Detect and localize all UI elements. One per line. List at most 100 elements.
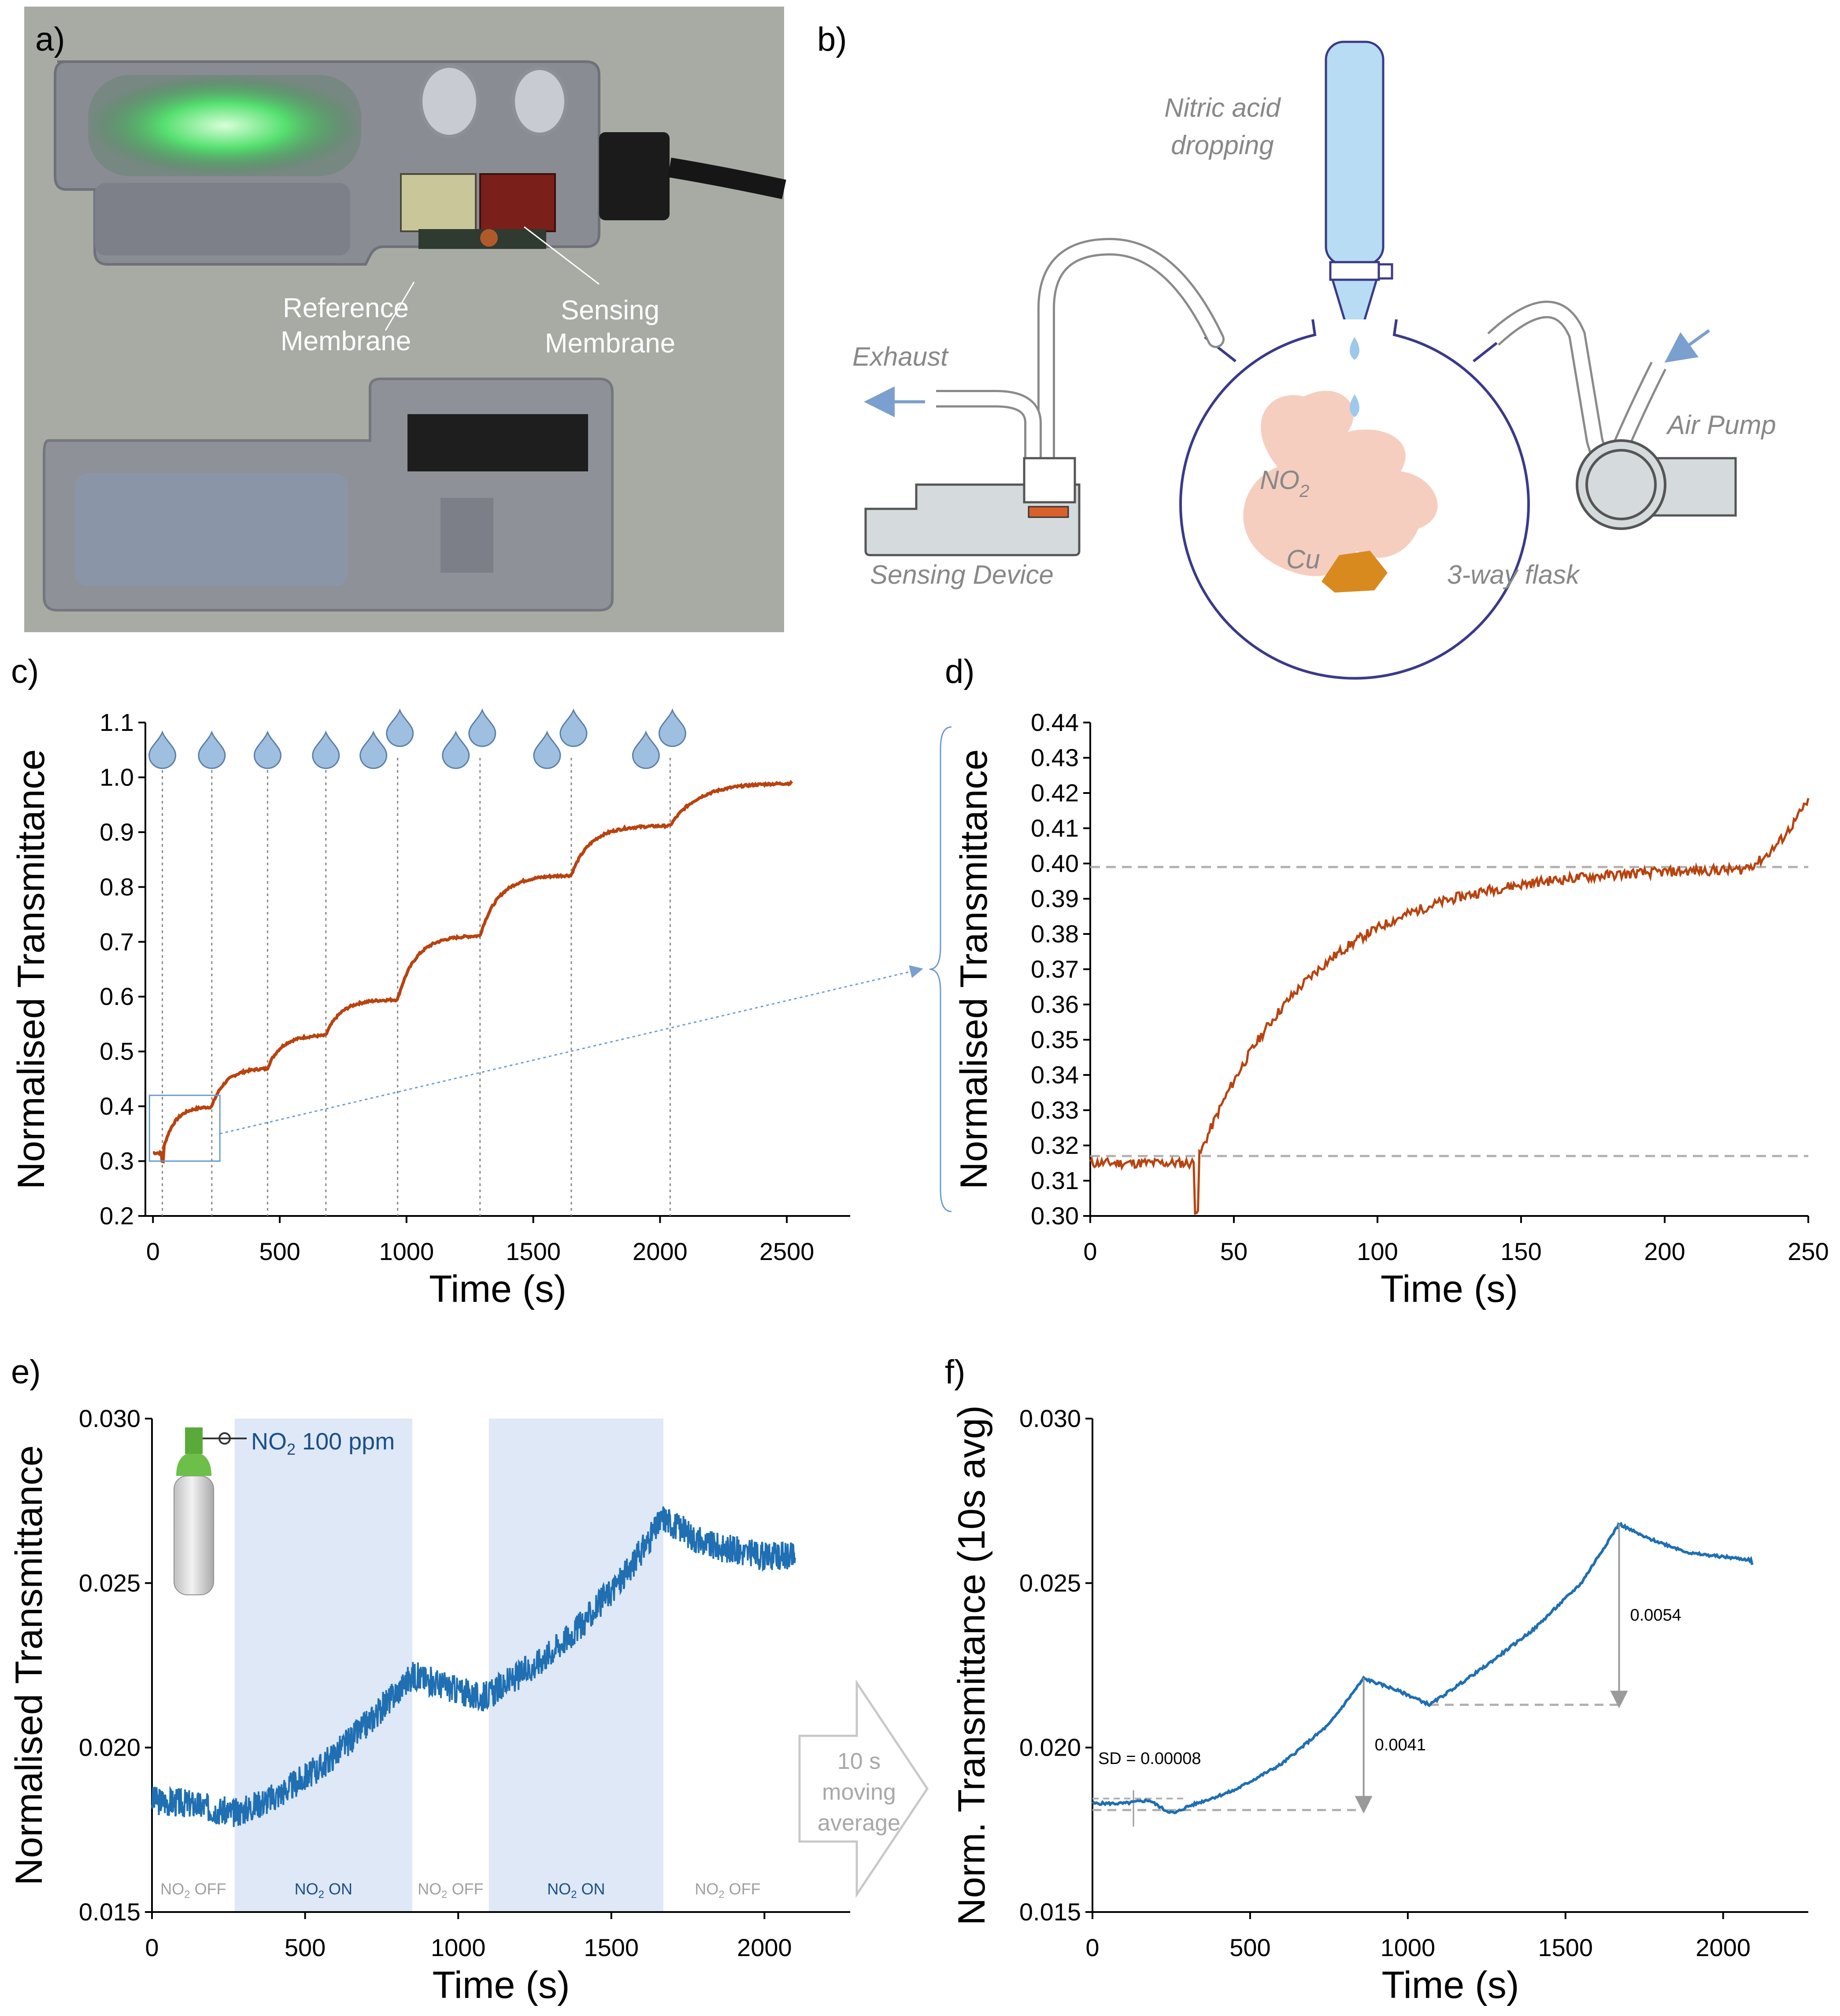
panel-a-photo: a) Reference Membrane Sensing Membrane [24,7,786,632]
y-tick-label: 0.5 [100,1038,134,1065]
pump-rotor [1585,449,1657,520]
acid-drop-2 [1350,394,1359,417]
y-tick-label: 0.8 [100,873,134,901]
chart-panel-e: e) 0.015 0.020 0.025 0.030 0 500 1000 1500 2000 Ti… [8,1353,850,2006]
chart-panel-d: d) 0.30 0.31 0.32 0.33 0.34 0.35 0.36 0.37 0.38 0.… [945,653,1829,1310]
led-light-guide [88,75,361,176]
no2-on-shade [489,1419,663,1912]
y-tick-label: 0.015 [79,1898,141,1926]
water-drop-icon [148,730,177,769]
x-tick-label: 1000 [431,1934,486,1961]
inlet-arrow [1664,329,1710,363]
x-tick-label: 0 [1083,1238,1097,1265]
x-tick-label: 500 [285,1934,326,1961]
air-pump-label: Air Pump [1666,410,1776,440]
big-arrow-shape [798,1679,929,1898]
y-tick-label: 0.40 [1031,849,1079,877]
y-tick-label: 0.44 [1031,708,1079,736]
arrow-text-2: moving [822,1779,896,1805]
no2-fumes [1243,391,1438,576]
tube-left-outer [1037,237,1225,476]
flask-label: 3-way flask [1447,560,1581,589]
x-tick-label: 1000 [379,1238,434,1265]
usb-cable-plug [599,132,670,220]
panel-b-schematic: b) Nitric acid dropping NO2 Cu 3-way fla… [817,21,1776,680]
x-axis-title: Time (s) [432,1964,570,2006]
x-tick-label: 0 [1085,1934,1099,1961]
battery-cavity [75,474,348,586]
lens-right [511,67,568,136]
y-tick-label: 0.020 [1019,1734,1081,1761]
y-tick-label: 0.38 [1031,920,1079,948]
y-tick-label: 0.42 [1031,779,1079,807]
arrow-text-1: 10 s [837,1749,881,1774]
sensing-pointer [524,226,600,285]
x-tick-label: 500 [1229,1934,1270,1961]
delta-annotation: 0.0041 [1375,1736,1426,1754]
water-drop-icon [658,708,686,747]
water-drop-icon [198,730,226,769]
tube-left-inner [1040,240,1222,474]
x-tick-label: 0 [146,1238,160,1265]
x-tick-label: 0 [145,1934,159,1961]
sensor-strip [1028,506,1069,518]
reference-membrane [400,173,477,232]
bottle-cap [1329,261,1380,281]
moving-average-arrow: 10 s moving average [798,1679,929,1898]
chart-panel-f: f) 0.015 0.020 0.025 0.030 0 500 1000 1500 2000 Ti… [945,1353,1808,2006]
y-tick-label: 0.39 [1031,885,1079,912]
cylinder-valve [185,1427,203,1454]
photodiode [480,229,498,247]
panel-d-label: d) [945,653,975,690]
y-tick-label: 0.31 [1031,1167,1079,1194]
x-tick-label: 100 [1357,1238,1398,1265]
y-tick-label: 0.025 [1019,1569,1081,1597]
water-drop-icon [632,730,660,769]
y-axis-title: Normalised Transmittance [953,749,995,1190]
sensing-membrane [479,173,556,232]
zoom-brace [929,726,952,1212]
x-tick-label: 2000 [633,1238,688,1265]
acid-drop-1 [1350,337,1359,360]
y-axis-title: Normalised Transmittance [8,1445,50,1886]
arrow-text-3: average [818,1810,900,1836]
no2-state-label: NO2 OFF [695,1880,760,1901]
x-tick-label: 2500 [759,1238,814,1265]
nitric-label-1: Nitric acid [1164,93,1281,122]
foam-insert [407,414,588,471]
y-tick-label: 0.43 [1031,744,1079,771]
series-line-d [1089,798,1810,1215]
copper-pieces [1322,551,1388,593]
y-tick-label: 0.030 [79,1405,141,1432]
series-line-c [152,780,793,1164]
x-tick-label: 2000 [1696,1934,1751,1961]
lens-holder [441,498,493,573]
battery-recess [95,183,350,256]
y-tick-label: 0.2 [100,1202,134,1230]
sensing-device-label: Sensing Device [870,560,1054,589]
x-tick-label: 500 [259,1238,300,1265]
reference-label-2: Membrane [281,326,411,356]
x-tick-label: 1500 [506,1238,561,1265]
panel-b-label: b) [817,21,847,58]
x-tick-label: 1500 [584,1934,639,1961]
y-tick-label: 0.9 [100,818,134,846]
y-tick-label: 0.3 [100,1147,134,1175]
panel-e-label: e) [11,1353,41,1391]
water-drop-icon [559,708,588,747]
x-tick-label: 150 [1500,1238,1541,1265]
y-axis-title: Norm. Transmittance (10s avg) [951,1405,993,1925]
y-tick-label: 0.35 [1031,1026,1079,1053]
y-tick-label: 0.36 [1031,990,1079,1018]
no2-label: NO2 [1260,465,1309,501]
cylinder-label: NO2 100 ppm [251,1428,395,1458]
no2-state-label: NO2 ON [295,1880,352,1901]
panel-a-label: a) [35,21,65,58]
y-tick-label: 0.32 [1031,1131,1079,1159]
x-tick-label: 1000 [1381,1934,1436,1961]
sensing-chamber [1023,457,1076,504]
zoom-box [148,1094,221,1162]
y-tick-label: 0.025 [79,1569,141,1597]
y-tick-label: 0.37 [1031,955,1079,983]
